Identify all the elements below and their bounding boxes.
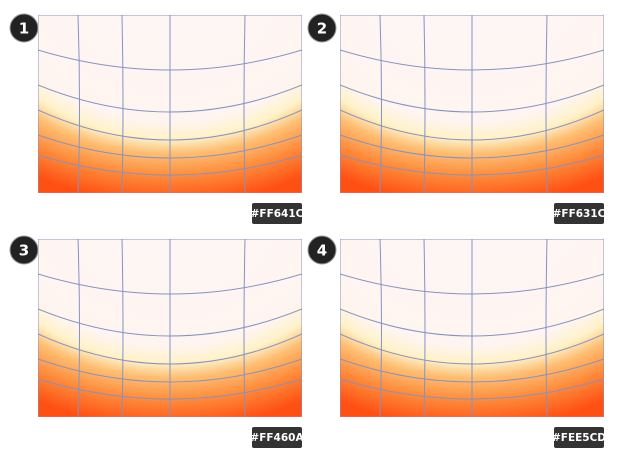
label-box (252, 203, 302, 224)
label-box (252, 427, 302, 448)
panel: 4 #FEE5CD (307, 235, 606, 448)
panel: 2 #FF631C (307, 13, 606, 224)
step-number: 1 (19, 20, 29, 38)
panel: 1 #FF641C (9, 13, 304, 224)
color-label: #FF641C (251, 208, 304, 220)
color-label: #FF631C (553, 208, 606, 220)
mesh-illustration (38, 239, 302, 417)
label-box (554, 203, 604, 224)
step-badge (9, 13, 39, 43)
panel: 3 #FF460A (9, 235, 304, 448)
step-badge (9, 235, 39, 265)
step-number: 3 (19, 242, 29, 260)
mesh-illustration (340, 15, 604, 193)
color-label: #FEE5CD (552, 432, 606, 444)
step-badge (307, 235, 337, 265)
step-number: 4 (317, 242, 327, 260)
step-number: 2 (317, 20, 327, 38)
mesh-illustration (340, 239, 604, 417)
mesh-illustration (38, 15, 302, 193)
label-box (554, 427, 604, 448)
color-label: #FF460A (250, 432, 304, 444)
step-badge (307, 13, 337, 43)
